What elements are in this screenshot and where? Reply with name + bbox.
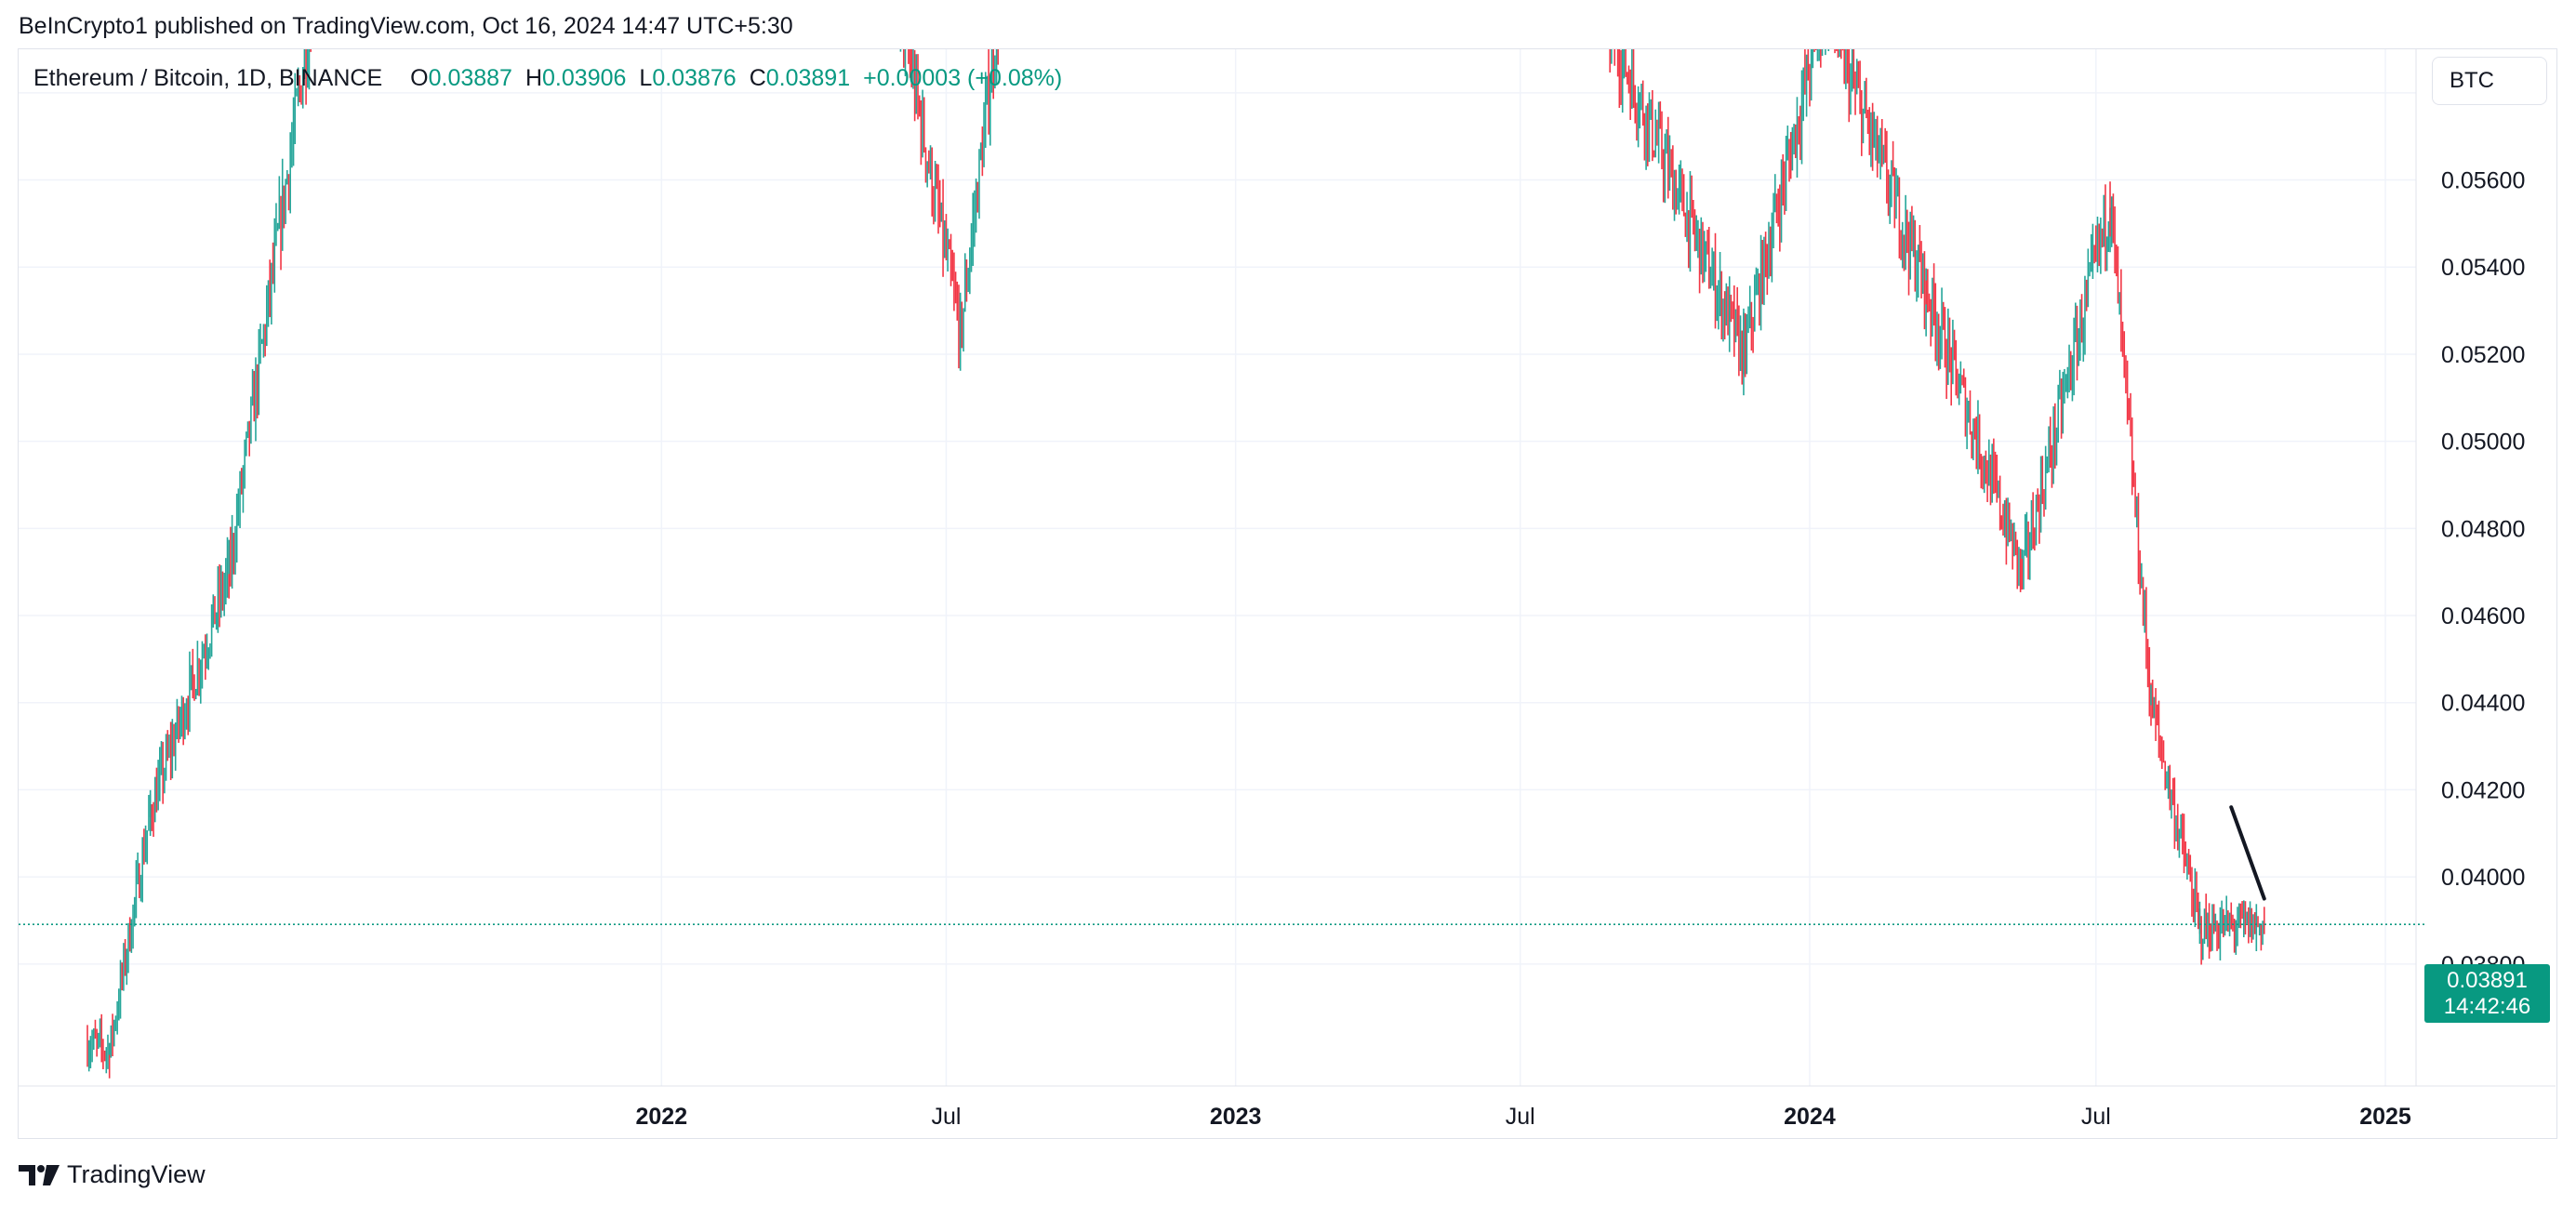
candle-series xyxy=(86,49,2265,1079)
close-key: C xyxy=(749,65,766,91)
change-value: +0.00003 (+0.08%) xyxy=(863,65,1063,91)
time-tick-label: 2022 xyxy=(636,1104,688,1130)
high-key: H xyxy=(524,65,543,91)
trendline xyxy=(2229,805,2266,901)
price-tick-label: 0.05400 xyxy=(2441,255,2525,281)
price-axis: 0.058000.056000.054000.052000.050000.048… xyxy=(2441,81,2525,978)
currency-unit-button[interactable]: BTC xyxy=(2432,57,2547,105)
chart-frame xyxy=(18,48,2557,1139)
publisher-note: BeInCrypto1 published on TradingView.com… xyxy=(19,13,793,39)
chart-grid xyxy=(19,49,2416,1086)
chart-overlay xyxy=(19,49,2556,1087)
last-price-tag: 0.03891 14:42:46 xyxy=(2424,964,2550,1023)
time-tick-label: Jul xyxy=(2081,1104,2111,1130)
price-tick-label: 0.05200 xyxy=(2441,342,2525,368)
bar-countdown: 14:42:46 xyxy=(2443,994,2531,1019)
price-tick-label: 0.04600 xyxy=(2441,603,2525,629)
last-price-value: 0.03891 xyxy=(2447,968,2528,993)
open-value: 0.03887 xyxy=(428,65,512,91)
price-tick-label: 0.04400 xyxy=(2441,691,2525,717)
time-tick-label: 2023 xyxy=(1210,1104,1262,1130)
low-value: 0.03876 xyxy=(652,65,737,91)
brand-name: TradingView xyxy=(67,1160,206,1188)
open-key: O xyxy=(410,65,429,91)
close-value: 0.03891 xyxy=(765,65,851,91)
ohlc-legend: Ethereum / Bitcoin, 1D, BINANCE O 0.03887… xyxy=(33,65,1062,92)
time-axis: 2022 Jul 2023 Jul 2024 Jul 2025 xyxy=(636,1104,2411,1130)
price-tick-label: 0.04000 xyxy=(2441,865,2525,891)
price-tick-label: 0.04800 xyxy=(2441,516,2525,542)
price-tick-label: 0.05000 xyxy=(2441,430,2525,456)
time-tick-label: 2024 xyxy=(1784,1104,1836,1130)
time-tick-label: Jul xyxy=(1506,1104,1535,1130)
high-value: 0.03906 xyxy=(542,65,627,91)
price-tick-label: 0.05600 xyxy=(2441,168,2525,194)
time-tick-label: Jul xyxy=(931,1104,961,1130)
low-key: L xyxy=(639,65,653,91)
price-tick-label: 0.04200 xyxy=(2441,777,2525,803)
tradingview-logo-icon xyxy=(19,1164,60,1185)
symbol-label[interactable]: Ethereum / Bitcoin, 1D, BINANCE xyxy=(33,65,383,91)
time-tick-label: 2025 xyxy=(2359,1104,2411,1130)
footer-brand[interactable]: TradingView xyxy=(19,1160,206,1189)
